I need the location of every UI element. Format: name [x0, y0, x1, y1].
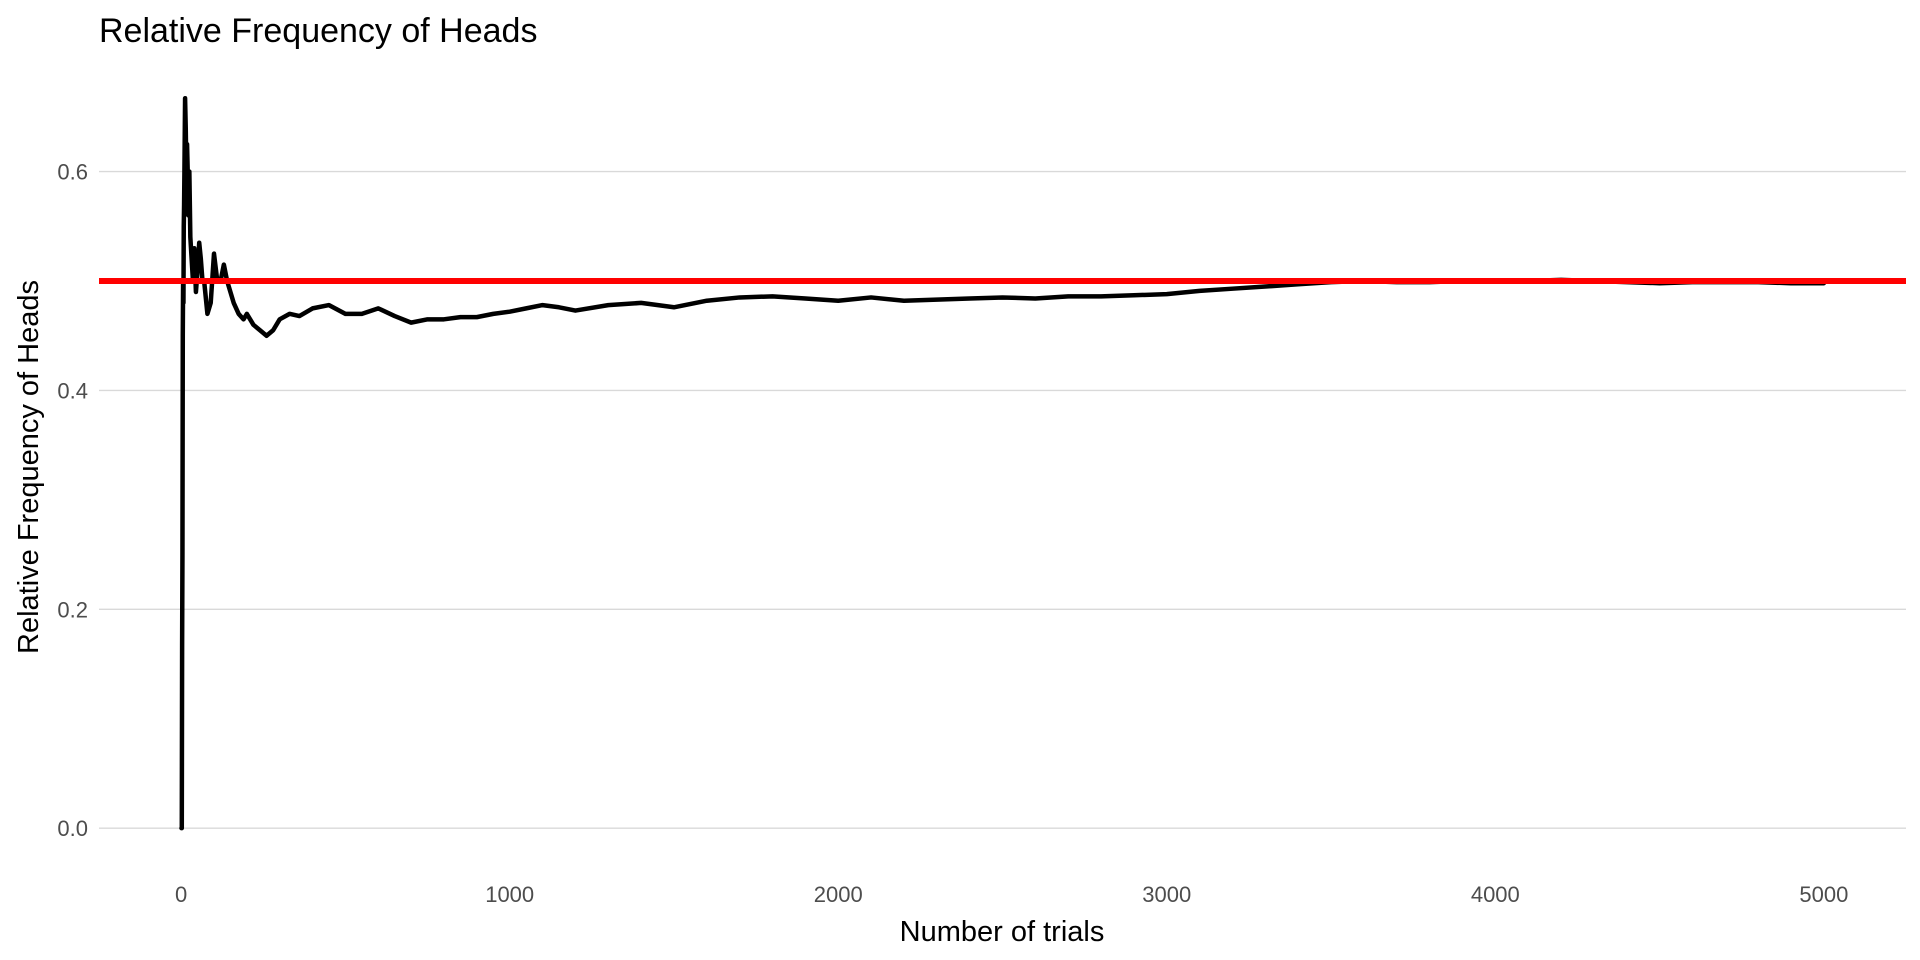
x-tick-label: 2000	[814, 882, 863, 907]
y-tick-label: 0.4	[57, 378, 88, 403]
y-axis-title: Relative Frequency of Heads	[13, 280, 45, 654]
x-tick-label: 0	[175, 882, 187, 907]
x-axis-tick-labels: 0 1000 2000 3000 4000 5000	[175, 882, 1848, 907]
x-tick-label: 4000	[1471, 882, 1520, 907]
chart-title: Relative Frequency of Heads	[99, 12, 537, 50]
series-line	[179, 96, 1827, 831]
y-tick-label: 0.2	[57, 597, 88, 622]
y-tick-label: 0.0	[57, 816, 88, 841]
x-tick-label: 1000	[485, 882, 534, 907]
x-tick-label: 3000	[1142, 882, 1191, 907]
x-tick-label: 5000	[1799, 882, 1848, 907]
y-axis-tick-labels: 0.0 0.2 0.4 0.6	[57, 160, 88, 842]
gridlines	[99, 170, 1906, 829]
y-tick-label: 0.6	[57, 160, 88, 185]
x-axis-title: Number of trials	[900, 916, 1105, 948]
series-layer	[179, 96, 1827, 831]
